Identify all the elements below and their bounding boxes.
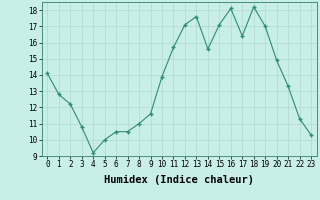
- X-axis label: Humidex (Indice chaleur): Humidex (Indice chaleur): [104, 175, 254, 185]
